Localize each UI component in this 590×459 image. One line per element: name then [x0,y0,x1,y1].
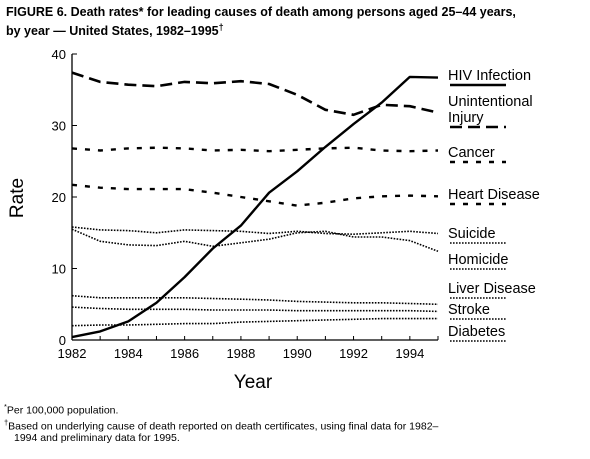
x-tick-label: 1994 [395,346,424,361]
title-dagger: † [218,22,224,32]
figure-title-line-2: by year — United States, 1982–1995† [6,20,586,39]
y-tick-label: 20 [52,190,66,205]
series-line-diabetes [71,317,438,327]
footnote-2-continued: 1994 and preliminary data for 1995. [14,432,180,444]
legend-label: Diabetes [448,324,505,340]
legend-label: Stroke [448,302,490,318]
series-line-stroke [71,306,439,313]
series-line-cancer [71,146,439,153]
chart-axes: 0 10 20 30 40 1982 1984 1986 1988 1990 1992 1994 [52,47,439,361]
x-tick-label: 1988 [226,346,255,361]
legend-label: Injury [448,110,484,126]
legend-label: Cancer [448,145,495,161]
y-axis-label: Rate [7,178,28,218]
footnote-1-mark: * [4,402,7,411]
legend-label: Liver Disease [448,281,536,297]
legend-label: Homicide [448,252,508,268]
x-tick-label: 1982 [58,346,87,361]
legend-label: HIV Infection [448,68,531,84]
series-line-homicide [71,228,439,253]
chart-series [71,71,439,339]
x-tick-label: 1984 [114,346,143,361]
footnote-2-text: Based on underlying cause of death repor… [8,420,439,432]
series-line-suicide [71,226,439,235]
line-chart: 0 10 20 30 40 1982 1984 1986 1988 1990 1992 1994 HI… [7,47,540,393]
y-tick-label: 30 [52,119,66,134]
x-tick-label: 1990 [283,346,312,361]
legend-label: Suicide [448,226,496,242]
figure-title-line-1: FIGURE 6. Death rates* for leading cause… [6,5,516,19]
series-line-liver-disease [71,294,439,306]
series-line-unintentional-injury [71,71,439,117]
legend-label: Heart Disease [448,187,540,203]
footnote-1: *Per 100,000 population. [4,401,438,417]
y-tick-label: 0 [59,333,66,348]
footnote-2-mark: † [4,417,9,427]
series-line-heart-disease [71,183,439,207]
footnote-2: †Based on underlying cause of death repo… [4,417,438,433]
legend-label: Unintentional [448,94,533,110]
y-tick-label: 10 [52,262,66,277]
figure-title: FIGURE 6. Death rates* for leading cause… [6,5,586,39]
y-tick-label: 40 [52,47,66,62]
footnote-1-text: Per 100,000 population. [6,404,119,417]
figure-title-line-2-text: by year — United States, 1982–1995 [6,24,219,39]
x-tick-label: 1986 [170,346,199,361]
x-axis-label: Year [234,372,273,393]
footnotes: *Per 100,000 population. †Based on under… [4,401,438,444]
x-tick-label: 1992 [339,346,368,361]
